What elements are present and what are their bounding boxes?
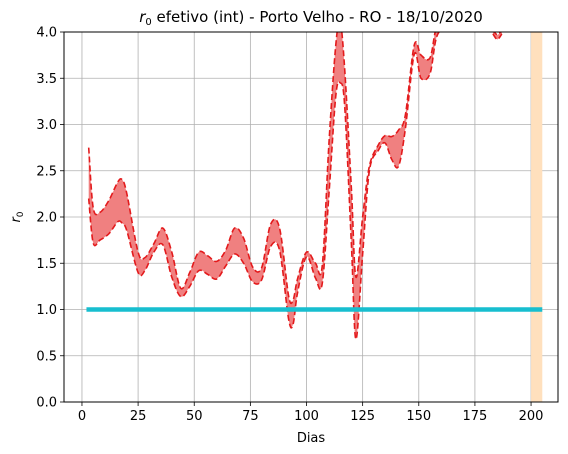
y-tick-label: 3.0: [36, 118, 57, 133]
y-tick-label: 3.5: [36, 72, 57, 87]
x-tick-label: 100: [294, 409, 319, 424]
y-tick-label: 1.5: [36, 257, 57, 272]
x-tick-label: 150: [406, 409, 431, 424]
x-tick-label: 0: [78, 409, 86, 424]
highlight-span: [531, 32, 543, 402]
band-lower-right-line: [492, 33, 503, 41]
y-tick-label: 2.0: [36, 211, 57, 226]
y-axis-ticks: 0.0 0.5 1.0 1.5 2.0 2.5 3.0 3.5 4.0: [36, 26, 64, 411]
y-tick-label: 0.5: [36, 349, 57, 364]
x-tick-label: 175: [463, 409, 488, 424]
x-axis-ticks: 0 25 50 75 100 125 150 175 200: [78, 402, 544, 424]
x-tick-label: 125: [350, 409, 375, 424]
band-upper-line: [87, 32, 437, 305]
x-tick-label: 25: [130, 409, 147, 424]
x-tick-label: 50: [186, 409, 203, 424]
x-tick-label: 75: [242, 409, 259, 424]
band-layer: [87, 32, 503, 340]
highlight-span-layer: [531, 32, 543, 402]
y-axis-label: r0: [9, 211, 26, 222]
y-tick-label: 1.0: [36, 303, 57, 318]
x-axis-label: Dias: [297, 431, 326, 446]
y-tick-label: 2.5: [36, 164, 57, 179]
band-lower-line: [87, 32, 440, 340]
y-tick-label: 4.0: [36, 26, 57, 41]
chart-title: r0 efetivo (int) - Porto Velho - RO - 18…: [139, 8, 483, 28]
y-tick-label: 0.0: [36, 396, 57, 411]
x-tick-label: 200: [519, 409, 544, 424]
